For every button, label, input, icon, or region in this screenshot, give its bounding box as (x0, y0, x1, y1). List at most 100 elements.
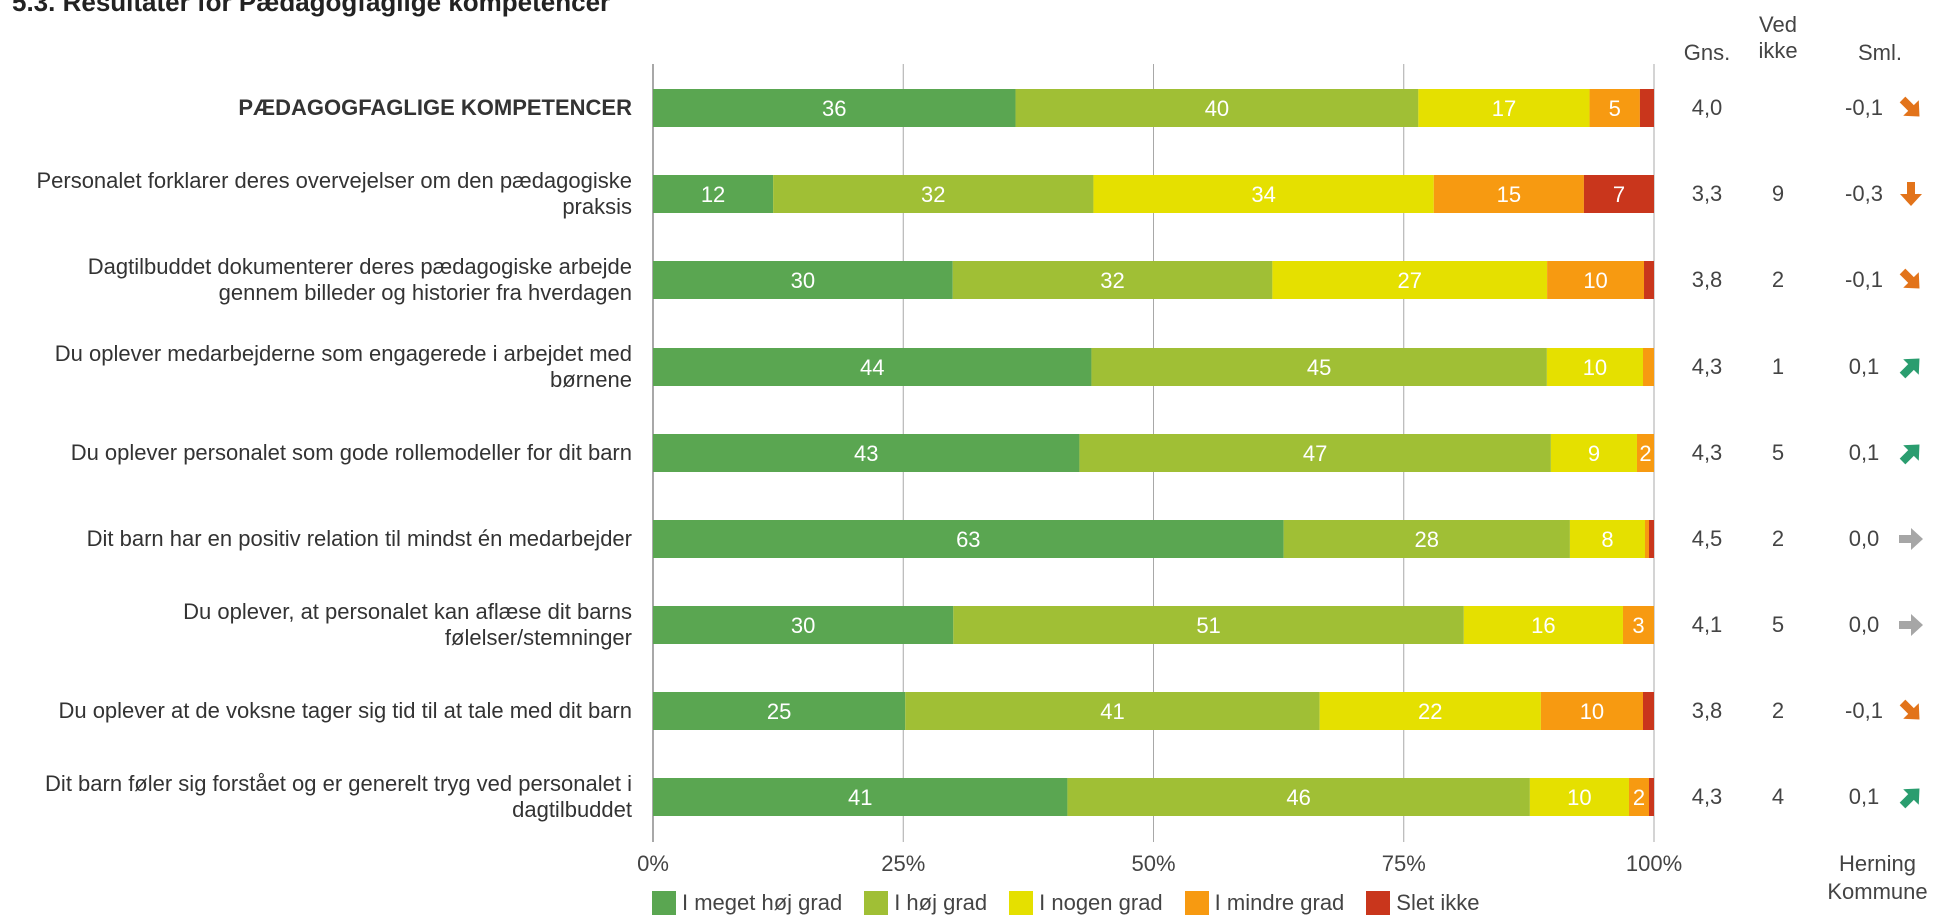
data-label: 16 (1531, 613, 1555, 638)
gns-value: 3,8 (1691, 267, 1723, 292)
legend: I meget høj grad I høj grad I nogen grad… (652, 890, 1501, 916)
arrow-up-right-icon (1899, 358, 1920, 379)
arrow-up-right-icon (1899, 788, 1920, 809)
data-label: 36 (822, 96, 846, 121)
ved-ikke-value: 2 (1771, 526, 1785, 551)
arrow-down-icon (1900, 182, 1922, 206)
sml-value: 0,0 (1848, 526, 1880, 551)
bar-segment-hoj (905, 692, 1320, 730)
gns-value: 3,3 (1691, 181, 1723, 206)
row-label: Dit barn har en positiv relation til min… (86, 526, 632, 551)
legend-item-slet-ikke: Slet ikke (1366, 890, 1479, 916)
arrow-right-icon-shape (1899, 528, 1923, 550)
data-label: 17 (1492, 96, 1516, 121)
x-tick-label: 0% (637, 851, 669, 876)
bar-segment-nogen (1569, 520, 1645, 558)
data-label: 22 (1418, 699, 1442, 724)
bar-segment-slet-ikke (1583, 175, 1654, 213)
x-tick-label: 25% (881, 851, 926, 876)
ved-ikke-value: 1 (1771, 354, 1785, 379)
header-sml: Sml. (1858, 40, 1902, 65)
legend-item-hoj: I høj grad (864, 890, 987, 916)
row-label: Personalet forklarer deres overvejelser … (36, 168, 632, 219)
sml-value: -0,1 (1845, 95, 1883, 120)
row-label: Du oplever at de voksne tager sig tid ti… (58, 698, 632, 723)
ved-ikke-value: 2 (1771, 267, 1785, 292)
legend-label-mindre: I mindre grad (1214, 890, 1345, 915)
arrow-down-right-icon (1899, 96, 1920, 117)
data-label: 32 (1100, 268, 1124, 293)
legend-swatch-mindre (1184, 891, 1209, 915)
row-label: Du oplever personalet som gode rollemode… (70, 440, 632, 465)
gns-value: 4,3 (1691, 440, 1723, 465)
arrow-right-icon (1899, 614, 1923, 636)
arrow-right-icon (1899, 528, 1923, 550)
data-label: 10 (1583, 268, 1607, 293)
arrow-down-right-icon (1899, 268, 1920, 289)
data-label: 45 (1307, 355, 1331, 380)
data-label: 10 (1583, 355, 1607, 380)
data-label: 15 (1497, 182, 1521, 207)
arrow-up-right-icon-shape (1899, 444, 1920, 465)
bar-segment-meget-hoj (653, 261, 953, 299)
data-label: 51 (1196, 613, 1220, 638)
arrow-right-icon-shape (1899, 614, 1923, 636)
data-label: 47 (1303, 441, 1327, 466)
gns-value: 4,0 (1691, 95, 1723, 120)
bar-segment-meget-hoj (653, 348, 1092, 386)
gns-value: 3,8 (1691, 698, 1723, 723)
bar-segment-nogen (1550, 434, 1637, 472)
data-label: 9 (1588, 441, 1600, 466)
ved-ikke-value: 9 (1771, 181, 1785, 206)
data-label: 40 (1205, 96, 1229, 121)
data-label: 8 (1601, 527, 1613, 552)
bar-segment-hoj (1067, 778, 1530, 816)
data-label: 34 (1251, 182, 1275, 207)
bar-segment-hoj (773, 175, 1094, 213)
legend-item-mindre: I mindre grad (1184, 890, 1345, 916)
data-label: 63 (956, 527, 980, 552)
bar-segment-hoj (1079, 434, 1551, 472)
bar-segment-mindre (1589, 89, 1640, 127)
arrow-up-right-icon-shape (1899, 788, 1920, 809)
ved-ikke-value: 2 (1771, 698, 1785, 723)
sml-value: -0,1 (1845, 267, 1883, 292)
data-label: 2 (1639, 441, 1651, 466)
bar-segment-meget-hoj (653, 175, 774, 213)
x-tick-label: 100% (1625, 851, 1683, 876)
bar-segment-mindre (1642, 348, 1654, 386)
arrow-up-right-icon (1899, 444, 1920, 465)
legend-label-hoj: I høj grad (894, 890, 988, 915)
bar-segment-mindre (1540, 692, 1643, 730)
bar-segment-mindre (1636, 434, 1654, 472)
data-label: 5 (1609, 96, 1621, 121)
bar-segment-meget-hoj (653, 778, 1068, 816)
sml-value: -0,3 (1845, 181, 1883, 206)
bar-segment-meget-hoj (653, 520, 1284, 558)
gns-value: 4,3 (1691, 354, 1723, 379)
legend-swatch-nogen (1009, 891, 1034, 915)
x-tick-label: 75% (1381, 851, 1426, 876)
bar-segment-nogen (1546, 348, 1643, 386)
bar-segment-slet-ikke (1648, 520, 1654, 558)
data-label: 10 (1580, 699, 1604, 724)
bar-segment-hoj (953, 606, 1464, 644)
bar-segment-slet-ikke (1642, 692, 1654, 730)
bar-segment-nogen (1529, 778, 1629, 816)
data-label: 28 (1415, 527, 1439, 552)
data-label: 7 (1613, 182, 1625, 207)
bar-segment-meget-hoj (653, 434, 1080, 472)
data-label: 32 (921, 182, 945, 207)
header-ved-ikke: Ved ikke (1758, 12, 1798, 63)
sml-value: 0,1 (1848, 784, 1880, 809)
bar-segment-slet-ikke (1648, 778, 1654, 816)
legend-label-meget-hoj: I meget høj grad (682, 890, 843, 915)
bar-segment-mindre (1628, 778, 1649, 816)
gns-value: 4,1 (1691, 612, 1723, 637)
arrow-down-right-icon-shape (1899, 96, 1920, 117)
row-label: Dit barn føler sig forstået og er genere… (45, 771, 632, 822)
bar-segment-mindre (1644, 520, 1649, 558)
bar-segment-mindre (1622, 606, 1654, 644)
bar-segment-meget-hoj (653, 692, 906, 730)
